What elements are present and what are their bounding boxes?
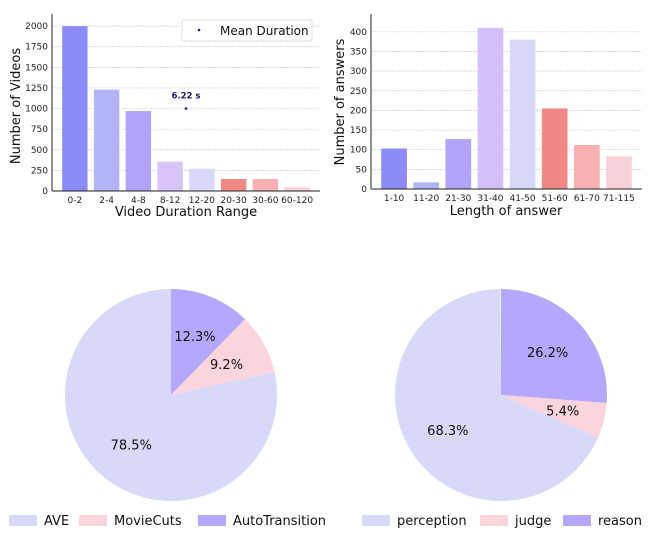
y-tick-label: 2000 [25, 22, 48, 32]
pie-pct-label: 26.2% [527, 346, 568, 361]
y-tick-label: 50 [356, 165, 368, 175]
bar-8-12 [157, 161, 183, 191]
bar-51-60 [541, 108, 568, 189]
y-tick-label: 200 [350, 106, 367, 116]
x-tick-label: 11-20 [413, 194, 439, 204]
legend-label-perception: perception [397, 514, 467, 529]
legend-label-MovieCuts: MovieCuts [114, 514, 182, 529]
x-tick-label: 21-30 [445, 194, 471, 204]
legend-label-judge: judge [514, 514, 551, 529]
y-tick-label: 400 [350, 28, 367, 38]
pie-slice-MovieCuts [171, 319, 275, 395]
y-tick-label: 250 [31, 166, 48, 176]
y-tick-label: 1750 [25, 43, 48, 53]
bar-71-115 [606, 156, 632, 189]
legend-label-reason: reason [598, 514, 642, 529]
bar2-xlabel: Length of answer [450, 204, 563, 219]
y-tick-label: 750 [31, 125, 48, 135]
bar-21-30 [445, 139, 472, 189]
pie-slice-judge [501, 395, 607, 438]
legend-label-AutoTransition: AutoTransition [233, 514, 326, 529]
legend-swatch-AutoTransition [198, 515, 226, 526]
x-tick-label: 8-12 [160, 196, 180, 206]
legend-marker [197, 28, 201, 32]
pie-pct-label: 5.4% [546, 404, 579, 419]
y-tick-label: 0 [42, 187, 48, 197]
x-tick-label: 30-60 [252, 196, 278, 206]
bar-12-20 [189, 168, 215, 191]
x-tick-label: 4-8 [131, 196, 146, 206]
x-tick-label: 20-30 [221, 196, 247, 206]
x-tick-label: 71-115 [603, 194, 635, 204]
x-tick-label: 41-50 [509, 194, 535, 204]
bar-1-10 [381, 148, 407, 189]
bar-41-50 [509, 39, 536, 189]
pie-pct-label: 12.3% [174, 330, 215, 345]
x-tick-label: 31-40 [477, 194, 503, 204]
pie-pct-label: 68.3% [427, 424, 468, 439]
bar-4-8 [125, 111, 152, 191]
legend-box [181, 19, 313, 42]
legend-label-AVE: AVE [44, 514, 69, 529]
y-tick-label: 1500 [25, 63, 48, 73]
bar-60-120 [284, 187, 310, 191]
bar-30-60 [252, 179, 279, 191]
pie-pct-label: 9.2% [210, 358, 243, 373]
x-tick-label: 61-70 [574, 194, 600, 204]
y-tick-label: 500 [31, 146, 48, 156]
bar-2-4 [93, 89, 120, 191]
pie-slice-AVE [65, 289, 277, 502]
x-tick-label: 1-10 [384, 194, 405, 204]
bar-31-40 [477, 27, 504, 189]
mean-duration-point [184, 107, 188, 110]
pie-pct-label: 78.5% [111, 439, 152, 454]
legend-swatch-judge [480, 515, 508, 526]
bar1-ylabel: Number of Videos [9, 48, 24, 164]
legend-swatch-reason [563, 515, 591, 526]
y-tick-label: 150 [350, 126, 367, 136]
legend-label: Mean Duration [220, 24, 309, 38]
x-tick-label: 2-4 [99, 196, 114, 206]
legend-swatch-MovieCuts [79, 515, 107, 526]
x-tick-label: 51-60 [542, 194, 568, 204]
bar-61-70 [573, 144, 600, 189]
y-tick-label: 1250 [25, 84, 48, 94]
y-tick-label: 1000 [25, 105, 48, 115]
y-tick-label: 350 [350, 47, 367, 57]
pie-slice-perception [395, 289, 599, 502]
bar-0-2 [62, 26, 88, 192]
y-tick-label: 300 [350, 67, 367, 77]
mean-duration-label: 6.22 s [172, 92, 201, 102]
pie-slice-AutoTransition [171, 289, 246, 395]
legend-swatch-AVE [9, 515, 37, 526]
x-tick-label: 0-2 [68, 196, 83, 206]
pie-slice-reason [501, 289, 607, 403]
x-tick-label: 60-120 [281, 196, 313, 206]
bar1-xlabel: Video Duration Range [115, 205, 257, 220]
bar-20-30 [220, 179, 247, 191]
legend-swatch-perception [362, 515, 390, 526]
y-tick-label: 0 [361, 185, 367, 195]
bar2-ylabel: Number of answers [333, 38, 348, 165]
bar-11-20 [413, 182, 440, 189]
y-tick-label: 100 [350, 146, 367, 156]
x-tick-label: 12-20 [189, 196, 215, 206]
y-tick-label: 250 [350, 87, 367, 97]
